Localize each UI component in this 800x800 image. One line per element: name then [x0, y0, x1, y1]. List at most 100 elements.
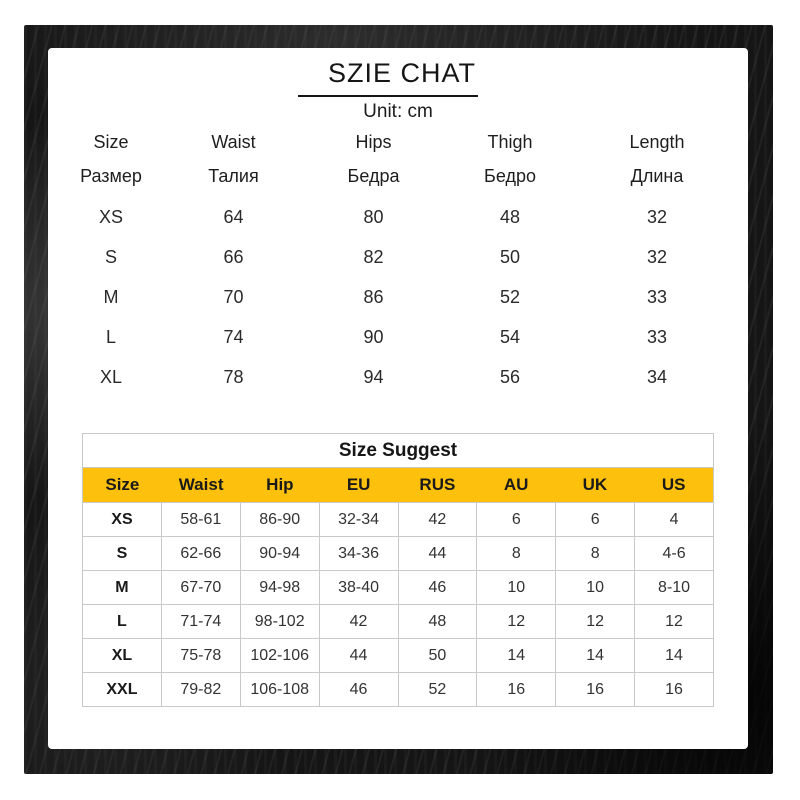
column-header-ru: Бедра: [347, 166, 400, 186]
suggest-header-cell: UK: [555, 468, 635, 502]
measure-value-cell: 66: [223, 247, 244, 267]
suggest-value-cell: 71-74: [161, 605, 240, 638]
size-suggest-table: Size Suggest Size Waist Hip EU RUS AU UK US XS 58…: [82, 433, 714, 707]
measure-value-cell: 32: [646, 207, 668, 227]
suggest-value-cell: 10: [556, 571, 635, 604]
measure-value-cell: 90: [363, 327, 384, 347]
unit-label: Unit: cm: [363, 101, 433, 122]
measure-value-cell: 32: [646, 247, 668, 267]
suggest-size-cell: XL: [83, 639, 161, 672]
suggest-value-cell: 44: [319, 639, 398, 672]
suggest-value-cell: 52: [398, 673, 477, 706]
page-title: SZIE CHAT: [297, 58, 478, 97]
measure-size-cell: S: [104, 247, 117, 267]
suggest-row: XS 58-61 86-90 32-34 42 6 6 4: [83, 503, 713, 536]
size-suggest-wrap: Size Suggest Size Waist Hip EU RUS AU UK US XS 58…: [48, 433, 748, 707]
measure-value-cell: 86: [363, 287, 384, 307]
suggest-size-cell: XXL: [83, 673, 161, 706]
suggest-value-cell: 16: [477, 673, 556, 706]
measure-value-cell: 33: [646, 327, 668, 347]
suggest-value-cell: 12: [477, 605, 556, 638]
measure-value-cell: 52: [499, 287, 521, 307]
measure-value-cell: 82: [363, 247, 384, 267]
suggest-value-cell: 102-106: [240, 639, 319, 672]
suggest-header-cell: Waist: [161, 468, 241, 502]
suggest-size-cell: M: [83, 571, 161, 604]
suggest-size-cell: L: [83, 605, 161, 638]
suggest-value-cell: 6: [477, 503, 556, 536]
suggest-value-cell: 67-70: [161, 571, 240, 604]
suggest-value-cell: 32-34: [319, 503, 398, 536]
suggest-value-cell: 75-78: [161, 639, 240, 672]
suggest-value-cell: 42: [398, 503, 477, 536]
suggest-value-cell: 10: [477, 571, 556, 604]
column-header-en: Hips: [355, 132, 392, 152]
suggest-value-cell: 48: [398, 605, 477, 638]
measure-column-header: Thigh Бедро: [454, 131, 566, 197]
suggest-value-cell: 4-6: [635, 537, 713, 570]
suggest-row: XL 75-78 102-106 44 50 14 14 14: [83, 639, 713, 672]
column-header-ru: Бедро: [484, 166, 536, 186]
suggest-value-cell: 79-82: [161, 673, 240, 706]
measure-value-cell: 64: [223, 207, 244, 227]
suggest-value-cell: 42: [319, 605, 398, 638]
column-header-en: Size: [93, 132, 129, 152]
measure-value-cell: 80: [363, 207, 384, 227]
measure-column-header: Size Размер: [48, 131, 174, 197]
suggest-header-cell: AU: [476, 468, 556, 502]
size-suggest-title: Size Suggest: [83, 434, 713, 467]
suggest-value-cell: 14: [556, 639, 635, 672]
suggest-header-row: Size Waist Hip EU RUS AU UK US: [83, 468, 713, 502]
measure-value-cell: 74: [223, 327, 244, 347]
suggest-value-cell: 34-36: [319, 537, 398, 570]
suggest-value-cell: 90-94: [240, 537, 319, 570]
suggest-value-cell: 106-108: [240, 673, 319, 706]
measure-size-cell: L: [105, 327, 116, 347]
suggest-value-cell: 62-66: [161, 537, 240, 570]
suggest-header-cell: Hip: [240, 468, 320, 502]
suggest-value-cell: 4: [635, 503, 713, 536]
suggest-value-cell: 98-102: [240, 605, 319, 638]
suggest-row: M 67-70 94-98 38-40 46 10 10 8-10: [83, 571, 713, 604]
title-block: SZIE CHAT Unit: cm: [48, 48, 748, 123]
suggest-value-cell: 6: [556, 503, 635, 536]
column-header-en: Waist: [211, 132, 256, 152]
size-chart-card: SZIE CHAT Unit: cm Size Размер Waist Талия H…: [48, 48, 748, 749]
suggest-header-cell: RUS: [398, 468, 477, 502]
suggest-value-cell: 38-40: [319, 571, 398, 604]
measure-size-cell: XS: [98, 207, 123, 227]
suggest-value-cell: 8: [556, 537, 635, 570]
suggest-value-cell: 58-61: [161, 503, 240, 536]
column-header-en: Length: [629, 132, 685, 152]
measure-value-cell: 48: [499, 207, 521, 227]
suggest-header-cell: US: [634, 468, 713, 502]
suggest-value-cell: 14: [477, 639, 556, 672]
suggest-row: L 71-74 98-102 42 48 12 12 12: [83, 605, 713, 638]
suggest-value-cell: 8: [477, 537, 556, 570]
column-header-ru: Размер: [80, 166, 142, 186]
suggest-value-cell: 16: [556, 673, 635, 706]
suggest-header-cell: Size: [83, 468, 162, 502]
suggest-row: S 62-66 90-94 34-36 44 8 8 4-6: [83, 537, 713, 570]
measure-value-cell: 70: [223, 287, 244, 307]
suggest-value-cell: 94-98: [240, 571, 319, 604]
suggest-size-cell: S: [83, 537, 161, 570]
measure-value-cell: 94: [363, 367, 384, 387]
suggest-value-cell: 46: [319, 673, 398, 706]
measure-value-cell: 50: [499, 247, 521, 267]
measure-column-header: Length Длина: [566, 131, 748, 197]
column-header-ru: Талия: [208, 166, 259, 186]
suggest-row: XXL 79-82 106-108 46 52 16 16 16: [83, 673, 713, 706]
suggest-value-cell: 14: [635, 639, 713, 672]
suggest-size-cell: XS: [83, 503, 161, 536]
measure-value-cell: 34: [646, 367, 668, 387]
column-header-ru: Длина: [630, 166, 684, 186]
measure-value-cell: 56: [499, 367, 521, 387]
measure-column-header: Waist Талия: [174, 131, 293, 197]
suggest-value-cell: 50: [398, 639, 477, 672]
suggest-value-cell: 44: [398, 537, 477, 570]
measurement-table: Size Размер Waist Талия Hips Бедра Thigh Бедро L…: [48, 131, 748, 397]
suggest-value-cell: 12: [635, 605, 713, 638]
measure-value-cell: 54: [499, 327, 521, 347]
